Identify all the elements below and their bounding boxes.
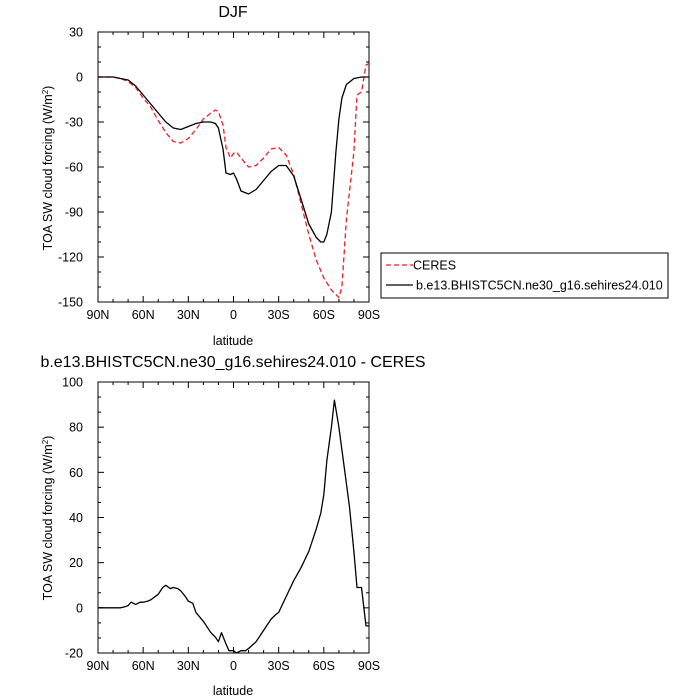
- legend-label-model: b.e13.BHISTC5CN.ne30_g16.sehires24.010: [416, 279, 663, 293]
- bottom-x-tick-label: 90N: [87, 659, 110, 673]
- bottom-y-tick-label: 40: [69, 511, 83, 525]
- top-plot-frame: [97, 31, 370, 303]
- bottom-y-tick-label: 80: [69, 421, 83, 435]
- top-x-tick-label: 60S: [313, 308, 335, 322]
- top-panel: DJF 90N 60N 30N 0 30S 60S 90S 30 0 -30 -60 -90 -120 -…: [41, 4, 669, 348]
- top-x-tick-label: 0: [230, 308, 237, 322]
- top-y-tick-label: 0: [76, 71, 83, 85]
- top-y-tick-label: -120: [58, 251, 83, 265]
- top-y-tick-label: -60: [65, 161, 83, 175]
- top-chart-title: DJF: [218, 4, 248, 21]
- top-y-tick-label: 30: [69, 26, 83, 40]
- top-x-tick-label: 90S: [358, 308, 380, 322]
- bottom-chart-title: b.e13.BHISTC5CN.ne30_g16.sehires24.010 -…: [40, 354, 425, 371]
- bottom-y-tick-label: 100: [62, 376, 83, 390]
- bottom-y-tick-label: 20: [69, 556, 83, 570]
- bottom-plot-frame: [97, 381, 370, 654]
- bottom-y-tick-label: -20: [65, 647, 83, 661]
- bottom-x-tick-label: 0: [230, 659, 237, 673]
- top-x-tick-label: 90N: [87, 308, 110, 322]
- bottom-panel: b.e13.BHISTC5CN.ne30_g16.sehires24.010 -…: [40, 354, 425, 698]
- legend-box: [380, 252, 669, 299]
- bottom-x-tick-label: 90S: [358, 659, 380, 673]
- top-plot-area: 90N 60N 30N 0 30S 60S 90S 30 0 -30 -60 -90 -120 -150: [58, 26, 380, 323]
- bottom-x-tick-label: 60N: [132, 659, 155, 673]
- top-y-tick-label: -30: [65, 116, 83, 130]
- bottom-plot-area: 90N 60N 30N 0 30S 60S 90S 100 80 60 40 20 0 -20: [62, 376, 380, 674]
- top-y-axis-label: TOA SW cloud forcing (W/m2): [41, 86, 56, 251]
- top-series-line-0: [98, 62, 370, 299]
- bottom-x-tick-label: 60S: [313, 659, 335, 673]
- bottom-y-axis-label: TOA SW cloud forcing (W/m2): [41, 436, 56, 601]
- top-y-tick-label: -90: [65, 206, 83, 220]
- top-x-tick-label: 30N: [177, 308, 200, 322]
- bottom-y-tick-label: 60: [69, 466, 83, 480]
- top-y-tick-label: -150: [58, 296, 83, 310]
- bottom-series-line-0: [98, 399, 369, 654]
- top-x-axis-label: latitude: [213, 334, 253, 348]
- bottom-y-tick-label: 0: [76, 601, 83, 615]
- top-x-tick-label: 30S: [268, 308, 290, 322]
- legend: CERES b.e13.BHISTC5CN.ne30_g16.sehires24…: [380, 252, 669, 299]
- top-x-tick-label: 60N: [132, 308, 155, 322]
- legend-label-ceres: CERES: [413, 259, 456, 273]
- top-series-line-1: [98, 76, 369, 243]
- bottom-x-tick-label: 30S: [268, 659, 290, 673]
- bottom-x-axis-label: latitude: [213, 684, 253, 698]
- bottom-x-tick-label: 30N: [177, 659, 200, 673]
